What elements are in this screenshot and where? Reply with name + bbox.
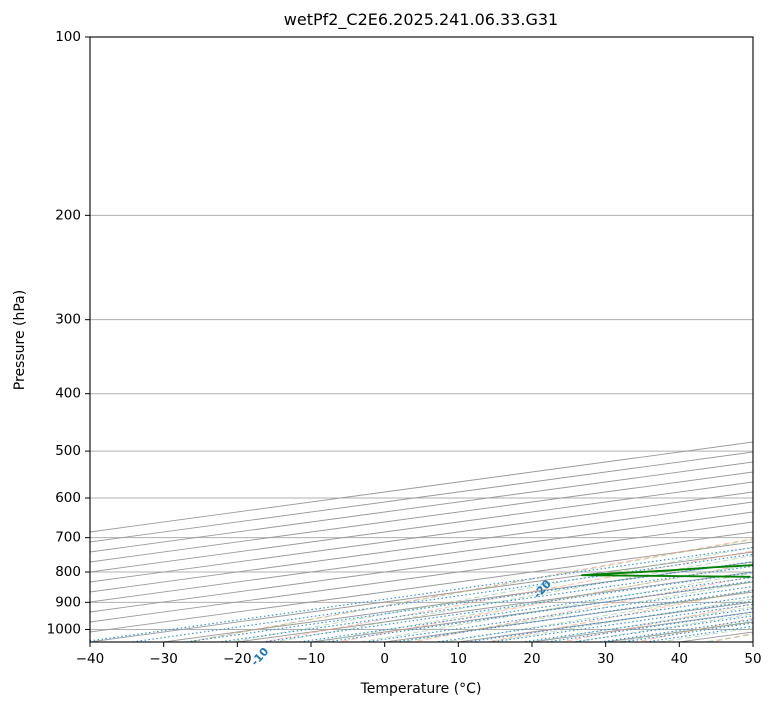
x-tick-label: 20 xyxy=(523,651,540,667)
y-tick-label: 700 xyxy=(55,530,81,546)
moist-adiabat-line xyxy=(231,546,753,642)
moist-adiabat-line xyxy=(187,539,753,642)
x-axis-label: Temperature (°C) xyxy=(360,681,482,697)
moist-adiabat-line xyxy=(703,633,753,642)
y-tick-label: 100 xyxy=(55,29,81,45)
moist-adiabat-line xyxy=(747,640,753,642)
isotherm-line xyxy=(752,641,753,642)
dry-adiabat-line xyxy=(263,550,753,642)
x-tick-label: −10 xyxy=(297,651,326,667)
dry-adiabat-label: -20 xyxy=(531,577,554,601)
mixing-ratio-lines xyxy=(90,546,753,642)
moist-adiabat-line xyxy=(573,613,753,642)
sounding-profiles xyxy=(580,564,753,578)
y-axis-label: Pressure (hPa) xyxy=(12,290,28,390)
isotherm-line xyxy=(90,501,753,593)
mixing-ratio-line xyxy=(299,576,753,642)
dewpoint-profile-line xyxy=(580,564,753,578)
isotherm-line xyxy=(90,461,753,553)
moist-adiabat-line xyxy=(274,555,753,642)
dry-adiabat-line xyxy=(711,632,753,642)
isotherm-lines xyxy=(90,441,753,642)
moist-adiabat-line xyxy=(530,606,753,642)
x-tick-label: −40 xyxy=(76,651,105,667)
y-tick-label: 900 xyxy=(55,594,81,610)
y-tick-label: 400 xyxy=(55,386,81,402)
isotherm-line xyxy=(679,631,753,642)
y-tick-label: 1000 xyxy=(47,621,81,637)
isotherm-line xyxy=(90,471,753,563)
plot-frame xyxy=(89,36,754,643)
isotherm-line xyxy=(90,481,753,573)
x-tick-label: −20 xyxy=(223,651,252,667)
moist-adiabat-line xyxy=(660,627,753,642)
moist-adiabat-lines xyxy=(187,539,753,642)
dry-adiabat-line xyxy=(338,562,753,642)
isotherm-line xyxy=(310,581,753,642)
isotherm-line xyxy=(531,611,753,642)
mixing-ratio-line xyxy=(90,546,753,642)
isotherm-line xyxy=(90,551,753,642)
mixing-ratio-line xyxy=(365,585,753,642)
x-tick-label: 10 xyxy=(450,651,467,667)
isotherm-line xyxy=(90,541,753,633)
line-labels: -100-90-80-70-60-50-40-30-20-100.10.20.4… xyxy=(248,577,554,669)
y-tick-label: 800 xyxy=(55,564,81,580)
isotherm-line xyxy=(384,591,753,642)
x-tick-label: 40 xyxy=(671,651,688,667)
y-tick-label: 600 xyxy=(55,490,81,506)
moist-adiabat-line xyxy=(488,598,753,642)
pressure-gridlines xyxy=(90,37,753,630)
mixing-ratio-line xyxy=(599,619,753,642)
y-tick-label: 300 xyxy=(55,312,81,328)
isotherm-line xyxy=(90,531,753,623)
x-tick-label: 0 xyxy=(380,651,389,667)
x-tick-label: −30 xyxy=(149,651,178,667)
x-tick-label: 30 xyxy=(597,651,614,667)
axes: −40 −30 −20 −10 0 10 20 30 40 50 100 200 300 400 500 60… xyxy=(47,29,762,667)
y-tick-label: 200 xyxy=(55,207,81,223)
x-tick-label: 50 xyxy=(744,651,761,667)
moist-adiabat-line xyxy=(317,563,753,642)
y-tick-label: 500 xyxy=(55,443,81,459)
isotherm-line xyxy=(90,491,753,583)
isotherm-line xyxy=(90,511,753,603)
mixing-ratio-line xyxy=(492,603,753,642)
isotherm-line xyxy=(90,451,753,543)
dry-adiabat-line xyxy=(636,617,753,642)
moist-adiabat-line xyxy=(403,581,753,642)
isotherm-line xyxy=(90,521,753,613)
dry-adiabat-line xyxy=(562,603,753,642)
moist-adiabat-line xyxy=(360,572,753,642)
dry-adiabat-label: -10 xyxy=(248,645,271,669)
mixing-ratio-line xyxy=(436,595,753,642)
chart-title: wetPf2_C2E6.2025.241.06.33.G31 xyxy=(284,10,558,30)
dry-adiabat-line xyxy=(412,575,753,642)
